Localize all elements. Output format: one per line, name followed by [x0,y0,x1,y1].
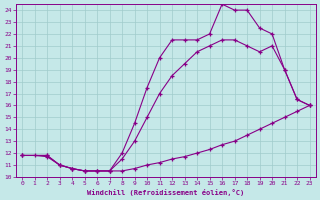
X-axis label: Windchill (Refroidissement éolien,°C): Windchill (Refroidissement éolien,°C) [87,189,244,196]
